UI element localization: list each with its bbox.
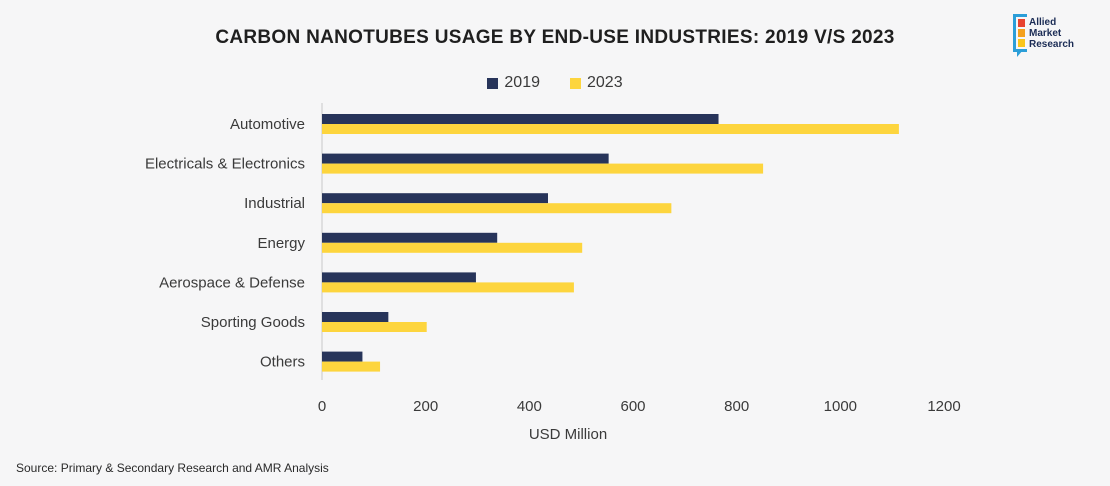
bar-2023-aerospace-defense [322,282,574,293]
logo-text-market: Market [1029,28,1062,39]
legend-label-2023: 2023 [587,74,623,91]
x-tick-label-1200: 1200 [927,398,960,415]
logo-square-orange-icon [1018,29,1025,37]
legend-swatch-2023 [570,77,581,89]
legend-label-2019: 2019 [504,74,540,91]
legend-item-2019: 2019 [487,74,540,92]
x-tick-label-600: 600 [620,398,645,415]
x-tick-label-0: 0 [318,398,326,415]
logo-text-research: Research [1029,39,1075,50]
x-tick-label-800: 800 [724,398,749,415]
x-tick-label-400: 400 [517,398,542,415]
chart-title: CARBON NANOTUBES USAGE BY END-USE INDUST… [215,27,895,48]
bar-2023-sporting-goods [322,322,427,332]
bar-2019-automotive [322,114,719,124]
allied-market-research-logo: Allied Market Research [1013,14,1097,60]
category-label-aerospace-defense: Aerospace & Defense [159,274,305,291]
chart-legend: 2019 2023 [0,74,1110,92]
x-tick-label-200: 200 [413,398,438,415]
legend-item-2023: 2023 [570,74,623,92]
category-label-others: Others [260,354,305,371]
logo-tail-icon [1017,50,1023,57]
bar-2023-energy [322,242,583,253]
source-note: Source: Primary & Secondary Research and… [16,461,329,475]
category-label-automotive: Automotive [230,116,305,133]
logo-text-allied: Allied [1029,17,1057,28]
category-label-electricals-electronics: Electricals & Electronics [145,156,305,173]
category-label-sporting-goods: Sporting Goods [201,314,305,331]
x-axis-label: USD Million [529,426,607,443]
category-label-energy: Energy [257,235,305,252]
logo-square-red-icon [1018,19,1025,27]
bar-2023-automotive [322,124,899,134]
bar-2023-industrial [322,203,672,214]
bar-2023-others [322,361,381,372]
bar-2019-industrial [322,193,548,204]
bar-2023-electricals-electronics [322,163,764,174]
bar-2019-others [322,351,363,362]
logo-square-yellow-icon [1018,39,1025,47]
bar-2019-aerospace-defense [322,272,476,283]
legend-swatch-2019 [487,77,499,89]
x-tick-label-1000: 1000 [824,398,857,415]
bar-2019-energy [322,232,498,243]
bar-2019-electricals-electronics [322,153,609,164]
bar-2019-sporting-goods [322,312,389,322]
category-label-industrial: Industrial [244,195,305,212]
